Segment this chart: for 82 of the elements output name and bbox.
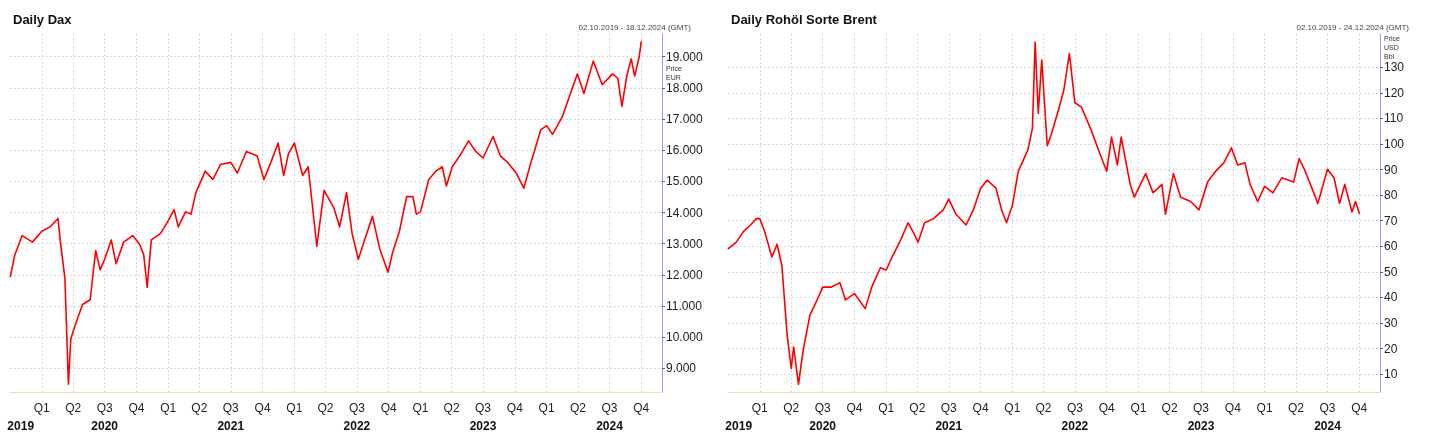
x-tick-label: Q1 bbox=[1256, 401, 1273, 415]
x-tick-label: Q4 bbox=[380, 401, 398, 415]
x-tick-label: Q2 bbox=[443, 401, 460, 415]
chart-title: Daily Rohöl Sorte Brent bbox=[731, 12, 878, 27]
x-tick-label: Q1 bbox=[286, 401, 303, 415]
x2-tick-label: 2021 bbox=[217, 419, 245, 433]
x2-tick-label: 2022 bbox=[1061, 419, 1089, 433]
x-tick-label: Q2 bbox=[1035, 401, 1052, 415]
x-tick-label: Q2 bbox=[909, 401, 926, 415]
x-tick-label: Q4 bbox=[506, 401, 524, 415]
y-tick-label: 13.000 bbox=[666, 236, 704, 251]
x-tick-label: Q3 bbox=[1193, 401, 1210, 415]
y-tick-label: 19.000 bbox=[666, 49, 704, 64]
y-tick-label: 90 bbox=[1384, 162, 1398, 177]
x-tick-label: Q4 bbox=[1098, 401, 1116, 415]
y-tick-label: 60 bbox=[1384, 239, 1398, 254]
y-tick-label: 16.000 bbox=[666, 143, 704, 158]
x-tick-label: Q4 bbox=[633, 401, 650, 415]
x-tick-label: Q2 bbox=[1288, 401, 1305, 415]
y-tick-label: 10.000 bbox=[666, 330, 704, 345]
x-tick-label: Q2 bbox=[570, 401, 587, 415]
x-tick-label: Q1 bbox=[538, 401, 555, 415]
x2-tick-label: 2024 bbox=[596, 419, 624, 433]
chart-subtitle: 02.10.2019 - 18.12.2024 (GMT) bbox=[578, 22, 692, 32]
x-tick-label: Q3 bbox=[1066, 401, 1084, 415]
x-tick-label: Q1 bbox=[878, 401, 895, 415]
y-tick-label: 120 bbox=[1384, 85, 1405, 100]
x-tick-label: Q1 bbox=[1004, 401, 1021, 415]
y-tick-label: 11.000 bbox=[666, 299, 703, 314]
y-tick-label: 14.000 bbox=[666, 205, 704, 220]
y-tick-label: 12.000 bbox=[666, 267, 704, 282]
y-tick-label: 20 bbox=[1384, 341, 1398, 356]
x-tick-label: Q1 bbox=[1130, 401, 1147, 415]
x-tick-label: Q2 bbox=[65, 401, 82, 415]
y-tick-label: 18.000 bbox=[666, 80, 704, 95]
x-tick-label: Q1 bbox=[160, 401, 177, 415]
y-tick-label: 17.000 bbox=[666, 112, 704, 127]
x2-tick-label: 2020 bbox=[809, 419, 837, 433]
y-tick-label: 50 bbox=[1384, 264, 1398, 279]
x-tick-label: Q3 bbox=[96, 401, 113, 415]
x-tick-label: Q1 bbox=[751, 401, 769, 415]
x2-tick-label: 2021 bbox=[935, 419, 963, 433]
y-tick-label: 15.000 bbox=[666, 174, 704, 189]
y-tick-label: 9.000 bbox=[666, 361, 697, 376]
x-tick-label: Q4 bbox=[972, 401, 989, 415]
x-tick-label: Q3 bbox=[475, 401, 492, 415]
x-tick-label: Q3 bbox=[222, 401, 240, 415]
y-tick-label: 80 bbox=[1384, 188, 1398, 203]
line-series bbox=[9, 40, 643, 386]
x2-tick-label: 2024 bbox=[1314, 419, 1342, 433]
x-tick-label: Q3 bbox=[814, 401, 831, 415]
x-tick-label: Q2 bbox=[191, 401, 208, 415]
x-tick-label: Q4 bbox=[846, 401, 863, 415]
x2-tick-label: 2019 bbox=[7, 419, 35, 433]
x-tick-label: Q4 bbox=[128, 401, 145, 415]
y-tick-label: 40 bbox=[1384, 290, 1398, 305]
x2-tick-label: 2020 bbox=[91, 419, 119, 433]
x-tick-label: Q4 bbox=[1224, 401, 1242, 415]
y-tick-label: 110 bbox=[1384, 111, 1404, 126]
y-tick-label: 100 bbox=[1384, 136, 1405, 151]
x2-tick-label: 2019 bbox=[725, 419, 753, 433]
x-tick-label: Q1 bbox=[33, 401, 51, 415]
x-tick-label: Q2 bbox=[783, 401, 800, 415]
x-tick-label: Q1 bbox=[412, 401, 429, 415]
y-tick-label: 10 bbox=[1384, 367, 1398, 382]
x-tick-label: Q2 bbox=[1161, 401, 1178, 415]
x-tick-label: Q3 bbox=[1319, 401, 1336, 415]
y-tick-label: 130 bbox=[1384, 60, 1405, 75]
y-tick-label: 70 bbox=[1384, 213, 1398, 228]
x-tick-label: Q4 bbox=[1351, 401, 1368, 415]
x2-tick-label: 2023 bbox=[469, 419, 497, 433]
line-series bbox=[727, 41, 1361, 386]
x-tick-label: Q3 bbox=[940, 401, 958, 415]
y-tick-label: 30 bbox=[1384, 315, 1398, 330]
x-tick-label: Q4 bbox=[254, 401, 271, 415]
chart-subtitle: 02.10.2019 - 24.12.2024 (GMT) bbox=[1296, 22, 1410, 32]
x2-tick-label: 2022 bbox=[343, 419, 371, 433]
x-tick-label: Q2 bbox=[317, 401, 334, 415]
x-tick-label: Q3 bbox=[348, 401, 366, 415]
x2-tick-label: 2023 bbox=[1187, 419, 1215, 433]
x-tick-label: Q3 bbox=[601, 401, 618, 415]
chart-title: Daily Dax bbox=[13, 12, 73, 27]
